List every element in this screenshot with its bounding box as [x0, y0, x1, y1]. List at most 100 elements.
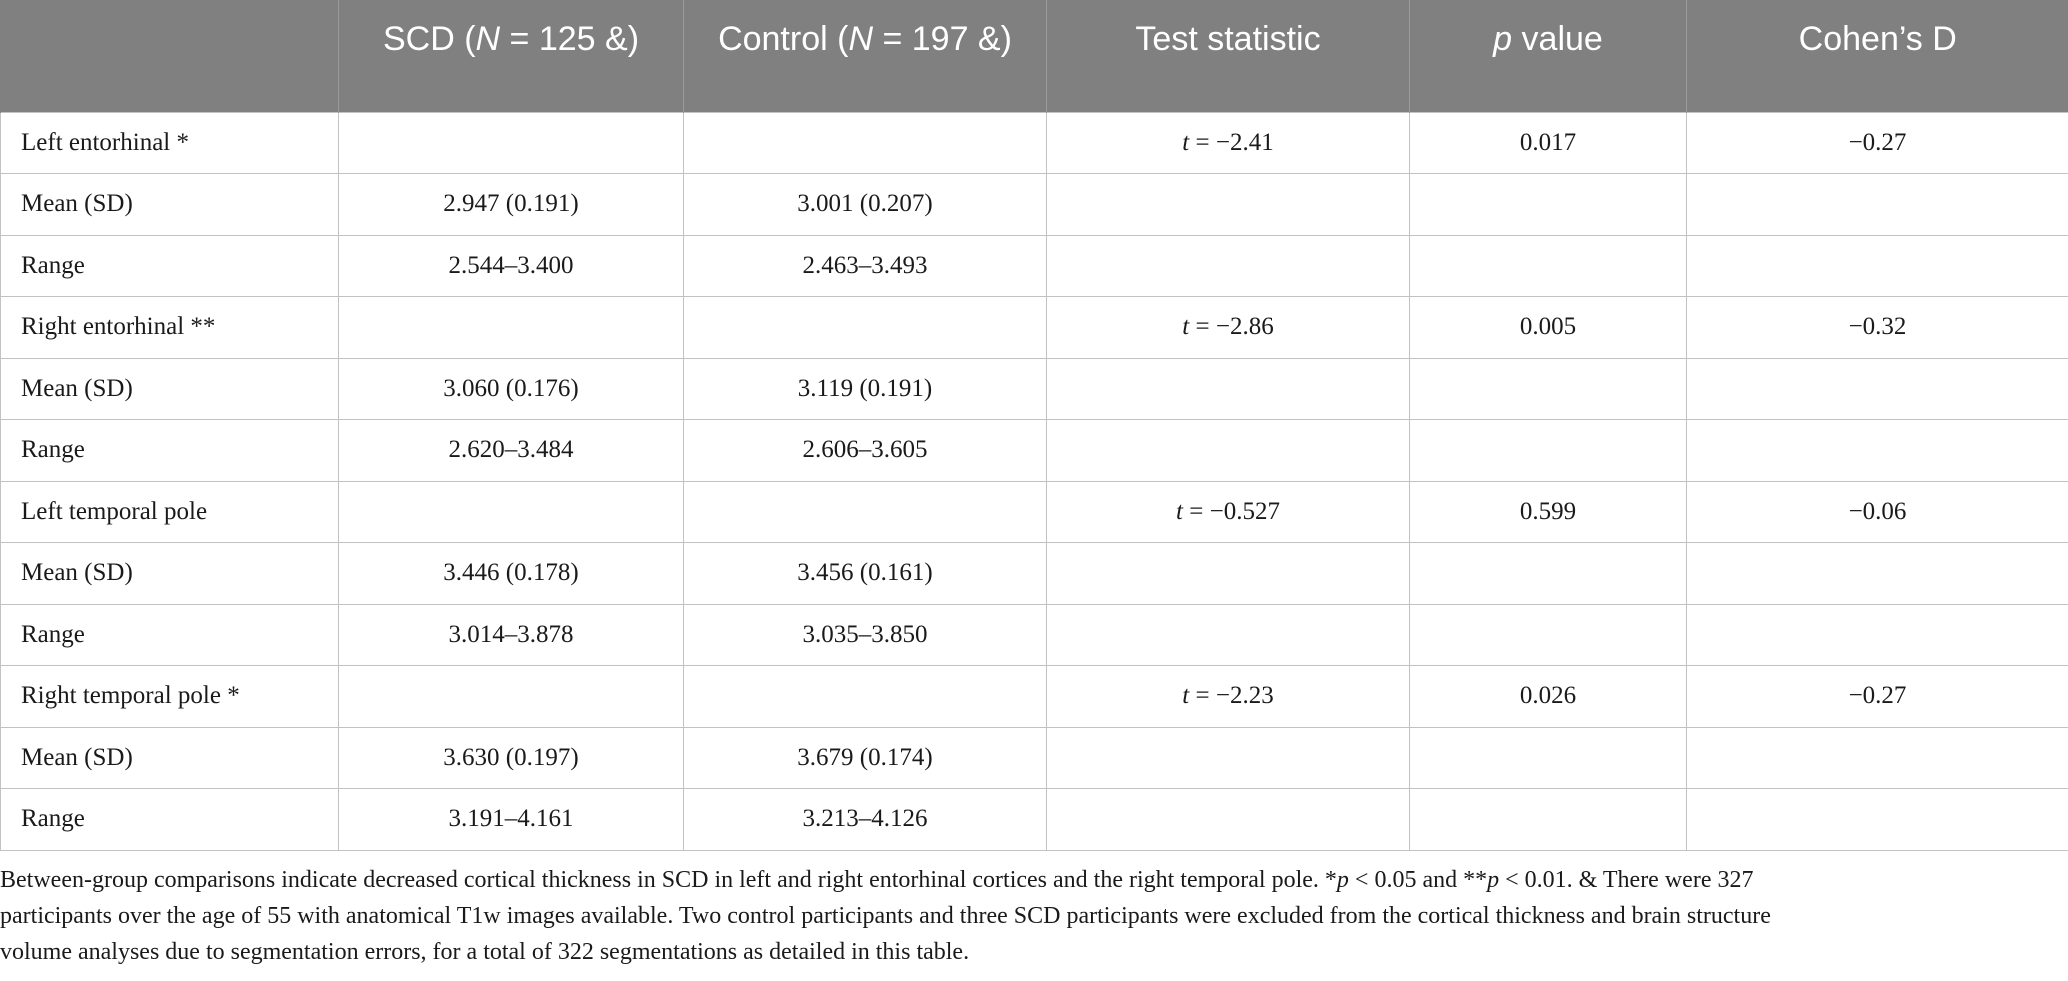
- cell-scd: 3.191–4.161: [338, 788, 684, 851]
- footnote-p-symbol: p: [1336, 867, 1349, 893]
- row-label: Range: [0, 788, 339, 851]
- header-test-statistic: Test statistic: [1046, 0, 1410, 112]
- header-text-pre: Control (: [718, 20, 849, 58]
- cell-test-statistic: [1046, 234, 1410, 297]
- row-label: Mean (SD): [0, 357, 339, 420]
- table-footnote: Between-group comparisons indicate decre…: [0, 862, 2060, 970]
- cell-control: [683, 111, 1047, 174]
- row-label: Right entorhinal **: [0, 296, 339, 359]
- cell-scd: 3.014–3.878: [338, 603, 684, 666]
- row-label: Mean (SD): [0, 726, 339, 789]
- cell-p-value: [1409, 603, 1687, 666]
- row-label: Left entorhinal *: [0, 111, 339, 174]
- cell-p-value: 0.017: [1409, 111, 1687, 174]
- table-row: Range 2.620–3.484 2.606–3.605: [0, 419, 2068, 482]
- cell-cohens-d: [1686, 788, 2068, 851]
- cell-control: [683, 665, 1047, 728]
- footnote-text: < 0.05 and **: [1348, 867, 1488, 893]
- header-text-italic: N: [848, 20, 873, 58]
- cell-cohens-d: [1686, 603, 2068, 666]
- cell-control: [683, 480, 1047, 543]
- cell-scd: [338, 296, 684, 359]
- stat-value: = −2.23: [1189, 682, 1274, 710]
- cell-cohens-d: −0.32: [1686, 296, 2068, 359]
- cell-p-value: 0.599: [1409, 480, 1687, 543]
- cell-cohens-d: [1686, 173, 2068, 236]
- cell-control: 2.463–3.493: [683, 234, 1047, 297]
- cell-p-value: [1409, 173, 1687, 236]
- table-row: Mean (SD) 3.446 (0.178) 3.456 (0.161): [0, 542, 2068, 605]
- cell-scd: 2.544–3.400: [338, 234, 684, 297]
- cell-control: 3.679 (0.174): [683, 726, 1047, 789]
- cell-control: 3.213–4.126: [683, 788, 1047, 851]
- cell-control: 3.456 (0.161): [683, 542, 1047, 605]
- header-text-post: Cohen’s D: [1798, 20, 1957, 58]
- row-label: Right temporal pole *: [0, 665, 339, 728]
- cell-test-statistic: t = −2.86: [1046, 296, 1410, 359]
- cell-cohens-d: [1686, 726, 2068, 789]
- row-label: Range: [0, 234, 339, 297]
- footnote-line-3: volume analyses due to segmentation erro…: [0, 939, 970, 965]
- table-header: SCD (N = 125 &) Control (N = 197 &) Test s…: [0, 0, 2068, 112]
- cell-control: 3.119 (0.191): [683, 357, 1047, 420]
- row-label: Mean (SD): [0, 542, 339, 605]
- header-cohens-d: Cohen’s D: [1686, 0, 2068, 112]
- cell-control: 2.606–3.605: [683, 419, 1047, 482]
- cell-test-statistic: [1046, 357, 1410, 420]
- cell-p-value: [1409, 726, 1687, 789]
- table-row: Right entorhinal ** t = −2.86 0.005 −0.32: [0, 296, 2068, 359]
- table-row: Mean (SD) 2.947 (0.191) 3.001 (0.207): [0, 173, 2068, 236]
- footnote-text: Between-group comparisons indicate decre…: [0, 867, 1337, 893]
- cell-test-statistic: t = −2.41: [1046, 111, 1410, 174]
- cell-scd: 3.060 (0.176): [338, 357, 684, 420]
- cell-scd: 2.620–3.484: [338, 419, 684, 482]
- cell-test-statistic: t = −2.23: [1046, 665, 1410, 728]
- cell-p-value: [1409, 234, 1687, 297]
- table-row: Range 3.191–4.161 3.213–4.126: [0, 788, 2068, 851]
- footnote-line-1: Between-group comparisons indicate decre…: [0, 862, 2060, 898]
- stat-value: = −2.86: [1189, 313, 1274, 341]
- cell-scd: [338, 665, 684, 728]
- footnote-line-2: participants over the age of 55 with ana…: [0, 903, 1771, 929]
- cell-scd: 2.947 (0.191): [338, 173, 684, 236]
- cell-cohens-d: [1686, 234, 2068, 297]
- cell-control: 3.035–3.850: [683, 603, 1047, 666]
- footnote-text: < 0.01. & There were 327: [1499, 867, 1754, 893]
- cell-test-statistic: [1046, 173, 1410, 236]
- cell-p-value: 0.026: [1409, 665, 1687, 728]
- header-row: SCD (N = 125 &) Control (N = 197 &) Test s…: [0, 0, 2068, 112]
- cell-p-value: [1409, 542, 1687, 605]
- row-label: Left temporal pole: [0, 480, 339, 543]
- cell-test-statistic: [1046, 788, 1410, 851]
- cell-scd: 3.630 (0.197): [338, 726, 684, 789]
- header-text-post: = 125 &): [500, 20, 640, 58]
- table-body: Left entorhinal * t = −2.41 0.017 −0.27 Mean…: [0, 111, 2068, 851]
- cell-test-statistic: t = −0.527: [1046, 480, 1410, 543]
- table-row: Mean (SD) 3.630 (0.197) 3.679 (0.174): [0, 726, 2068, 789]
- cell-cohens-d: [1686, 419, 2068, 482]
- cell-scd: [338, 480, 684, 543]
- cell-test-statistic: [1046, 603, 1410, 666]
- header-text-post: = 197 &): [873, 20, 1012, 58]
- row-label: Range: [0, 419, 339, 482]
- stat-value: = −2.41: [1189, 128, 1274, 156]
- stat-variable: t: [1182, 682, 1190, 710]
- footnote-p-symbol: p: [1487, 867, 1500, 893]
- header-p-value: p value: [1409, 0, 1687, 112]
- stat-value: = −0.527: [1183, 497, 1280, 525]
- cell-test-statistic: [1046, 542, 1410, 605]
- stat-variable: t: [1182, 313, 1190, 341]
- stat-variable: t: [1176, 497, 1183, 525]
- header-control: Control (N = 197 &): [683, 0, 1047, 112]
- row-label: Range: [0, 603, 339, 666]
- table-row: Range 2.544–3.400 2.463–3.493: [0, 234, 2068, 297]
- table-row: Mean (SD) 3.060 (0.176) 3.119 (0.191): [0, 357, 2068, 420]
- cell-scd: [338, 111, 684, 174]
- table-row: Left entorhinal * t = −2.41 0.017 −0.27: [0, 111, 2068, 174]
- stat-variable: t: [1182, 128, 1190, 156]
- cell-p-value: [1409, 788, 1687, 851]
- cell-p-value: [1409, 357, 1687, 420]
- cell-p-value: [1409, 419, 1687, 482]
- cell-test-statistic: [1046, 726, 1410, 789]
